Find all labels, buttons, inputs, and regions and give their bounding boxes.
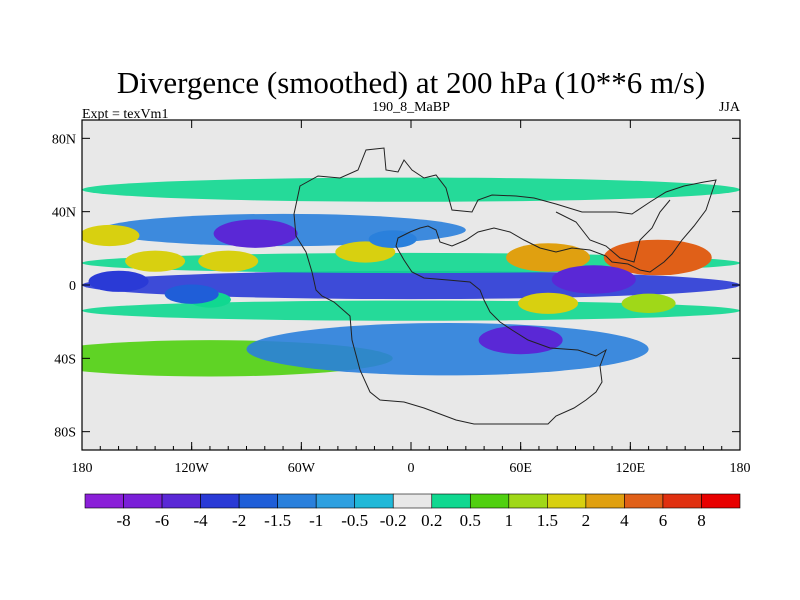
colorbar-swatch [277,493,317,509]
colorbar-label: -8 [116,511,130,530]
colorbar-label: 4 [620,511,629,530]
continent-outline [293,147,717,425]
field-region [213,219,298,248]
y-axis: 80N 40N 0 40S 80S [52,132,740,441]
colorbar-label: 8 [697,511,706,530]
colorbar-swatch [469,493,510,509]
colorbar-swatch [547,493,587,509]
colorbar-swatch [392,493,433,509]
colorbar-label: -0.5 [341,511,368,530]
map-plot-area [82,120,740,450]
colorbar-label: 0.5 [460,511,481,530]
field-region [621,293,676,314]
field-region [506,243,591,272]
y-tick-label: 0 [69,279,76,294]
field-region [551,265,636,294]
season-label: JJA [719,100,741,115]
field-region [368,230,417,248]
colorbar-label: -4 [194,511,209,530]
colorbar-swatch [585,493,625,509]
field-band [246,322,649,376]
x-tick-label: 180 [72,461,93,476]
colorbar-label: 2 [582,511,591,530]
colorbar-label: 1 [505,511,514,530]
colorbar: -8 -6 -4 -2 -1.5 -1 -0.5 -0.2 0.2 0.5 1 1.5 2 4 6 8 [84,493,741,530]
colorbar-swatch [354,493,394,509]
colorbar-swatch [123,493,163,509]
colorbar-label: 6 [659,511,668,530]
colorbar-swatch [161,493,201,509]
field-region [82,224,140,247]
x-tick-label: 180 [730,461,751,476]
field-band [82,177,740,202]
colorbar-label: -1 [309,511,323,530]
colorbar-swatch [624,493,664,509]
field-region [603,239,712,276]
colorbar-swatch [200,493,240,509]
colorbar-swatch [315,493,356,509]
period-label: 190_8_MaBP [372,100,450,115]
continent-outline-east [555,199,671,263]
y-tick-label: 40N [52,206,76,221]
field-region [88,270,149,292]
field-region [125,250,186,272]
colorbar-label: -6 [155,511,169,530]
colorbar-label: -0.2 [380,511,407,530]
x-axis: 180 120W 60W 0 60E 120E 180 [72,120,751,476]
x-tick-label: 120E [616,461,646,476]
y-tick-label: 40S [54,352,76,367]
colorbar-swatch [508,493,548,509]
y-tick-label: 80S [54,426,76,441]
colorbar-label: -2 [232,511,246,530]
colorbar-swatch [238,493,278,509]
field-region [198,250,259,272]
colorbar-swatch [84,493,124,509]
colorbar-label: 1.5 [537,511,558,530]
x-tick-label: 60W [288,461,316,476]
field-region [164,284,219,304]
field-region [518,292,579,314]
experiment-label: Expt = texVm1 [82,107,168,122]
divergence-field [82,177,740,377]
x-tick-label: 60E [509,461,532,476]
x-tick-label: 0 [408,461,415,476]
colorbar-swatch [701,493,741,509]
chart-title: Divergence (smoothed) at 200 hPa (10**6 … [117,65,705,100]
y-tick-label: 80N [52,132,76,147]
colorbar-label: -1.5 [264,511,291,530]
colorbar-swatch [662,493,702,509]
field-region [478,325,563,355]
colorbar-label: 0.2 [421,511,442,530]
x-tick-label: 120W [175,461,210,476]
colorbar-swatch [431,493,471,509]
field-region [335,241,396,263]
